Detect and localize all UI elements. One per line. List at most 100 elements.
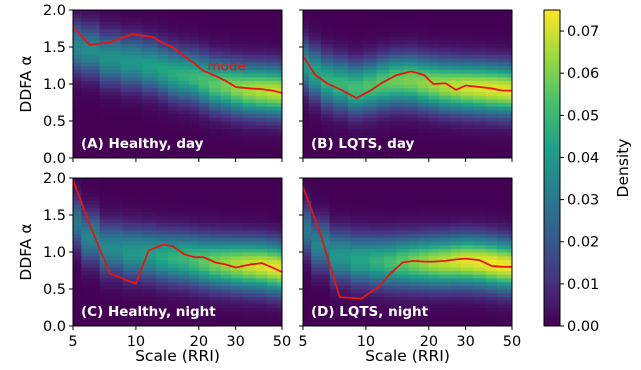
heatmap-cell bbox=[460, 259, 474, 264]
heatmap-cell bbox=[428, 192, 440, 198]
heatmap-cell bbox=[472, 263, 487, 268]
heatmap-cell bbox=[81, 252, 101, 257]
heatmap-cell bbox=[485, 102, 498, 107]
heatmap-cell bbox=[157, 47, 169, 52]
heatmap-cell bbox=[81, 35, 101, 41]
heatmap-cell bbox=[220, 109, 232, 115]
x-tick-label: 30 bbox=[456, 334, 474, 350]
heatmap-cell bbox=[277, 200, 282, 205]
heatmap-cell bbox=[472, 196, 487, 201]
heatmap-cell bbox=[439, 211, 452, 216]
heatmap-cell bbox=[220, 47, 232, 52]
heatmap-cell bbox=[333, 154, 349, 158]
heatmap-cell bbox=[255, 113, 268, 118]
heatmap-cell bbox=[167, 207, 179, 212]
heatmap-cell bbox=[81, 292, 101, 297]
heatmap-cell bbox=[277, 289, 282, 294]
heatmap-cell bbox=[255, 259, 268, 264]
heatmap-cell bbox=[472, 207, 487, 212]
heatmap-cell bbox=[141, 21, 159, 26]
heatmap-cell bbox=[198, 222, 210, 227]
heatmap-cell bbox=[220, 185, 232, 190]
heatmap-cell bbox=[242, 17, 257, 22]
heatmap-cell bbox=[428, 124, 440, 129]
heatmap-cell bbox=[329, 277, 352, 283]
heatmap-cell bbox=[507, 296, 512, 301]
heatmap-cell bbox=[363, 132, 378, 137]
heatmap-cell bbox=[220, 98, 232, 104]
heatmap-cell bbox=[155, 237, 169, 242]
heatmap-cell bbox=[439, 135, 452, 141]
heatmap-cell bbox=[209, 80, 222, 85]
heatmap-cell bbox=[178, 43, 190, 48]
heatmap-cell bbox=[389, 39, 405, 44]
heatmap-cell bbox=[389, 117, 405, 122]
heatmap-cell bbox=[220, 132, 232, 137]
heatmap-cell bbox=[497, 98, 508, 104]
heatmap-cell bbox=[396, 300, 409, 305]
heatmap-cell bbox=[497, 54, 508, 59]
heatmap-cell bbox=[439, 76, 452, 81]
heatmap-cell bbox=[220, 189, 232, 194]
heatmap-cell bbox=[167, 178, 179, 183]
heatmap-cell bbox=[157, 72, 169, 78]
heatmap-cell bbox=[308, 43, 322, 48]
heatmap-cell bbox=[460, 270, 474, 275]
heatmap-cell bbox=[230, 296, 244, 301]
heatmap-cell bbox=[120, 98, 143, 104]
heatmap-cell bbox=[198, 218, 210, 223]
heatmap-cell bbox=[417, 98, 430, 104]
heatmap-cell bbox=[507, 117, 512, 122]
heatmap-cell bbox=[178, 24, 190, 30]
heatmap-cell bbox=[308, 128, 322, 133]
heatmap-cell bbox=[73, 32, 82, 37]
heatmap-cell bbox=[73, 61, 82, 67]
heatmap-cell bbox=[189, 178, 200, 183]
heatmap-cell bbox=[267, 80, 278, 85]
heatmap-cell bbox=[81, 76, 101, 81]
heatmap-cell bbox=[333, 143, 349, 148]
heatmap-cell bbox=[141, 146, 159, 152]
heatmap-cell bbox=[350, 237, 371, 242]
heatmap-cell bbox=[460, 24, 474, 30]
heatmap-cell bbox=[303, 95, 310, 100]
heatmap-cell bbox=[439, 124, 452, 129]
heatmap-cell bbox=[198, 296, 210, 301]
heatmap-cell bbox=[198, 307, 210, 312]
heatmap-cell bbox=[497, 218, 508, 223]
heatmap-cell bbox=[255, 300, 268, 305]
heatmap-cell bbox=[267, 47, 278, 52]
heatmap-cell bbox=[329, 244, 352, 249]
heatmap-cell bbox=[242, 196, 257, 201]
heatmap-cell bbox=[141, 102, 159, 107]
heatmap-cell bbox=[450, 91, 462, 96]
heatmap-cell bbox=[308, 21, 322, 26]
heatmap-cell bbox=[198, 314, 210, 320]
heatmap-cell bbox=[320, 69, 334, 74]
heatmap-cell bbox=[428, 58, 440, 63]
heatmap-cell bbox=[73, 154, 82, 158]
heatmap-cell bbox=[81, 289, 101, 294]
heatmap-cell bbox=[376, 132, 391, 137]
heatmap-cell bbox=[389, 69, 405, 74]
heatmap-cell bbox=[99, 222, 124, 227]
heatmap-cell bbox=[198, 50, 210, 55]
heatmap-cell bbox=[242, 322, 257, 326]
heatmap-cell bbox=[384, 211, 397, 216]
heatmap-cell bbox=[303, 24, 310, 30]
heatmap-cell bbox=[450, 255, 462, 260]
heatmap-cell bbox=[277, 274, 282, 279]
heatmap-cell bbox=[303, 54, 310, 59]
heatmap-cell bbox=[277, 28, 282, 33]
heatmap-cell bbox=[472, 65, 487, 70]
heatmap-cell bbox=[333, 139, 349, 144]
heatmap-cell bbox=[303, 296, 312, 301]
heatmap-cell bbox=[428, 28, 440, 33]
heatmap-cell bbox=[439, 274, 452, 279]
heatmap-cell bbox=[417, 117, 430, 122]
heatmap-cell bbox=[99, 311, 124, 316]
heatmap-cell bbox=[497, 39, 508, 44]
heatmap-cell bbox=[255, 132, 268, 137]
heatmap-cell bbox=[189, 218, 200, 223]
heatmap-cell bbox=[255, 91, 268, 96]
